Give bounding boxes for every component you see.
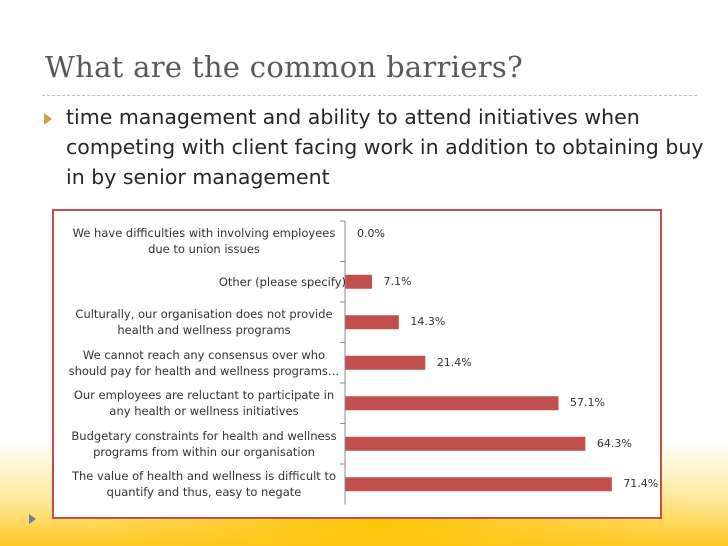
navigation-arrow-icon (29, 514, 36, 524)
category-label-5: Budgetary constraints for health and wel… (62, 424, 346, 465)
bar-1 (345, 274, 372, 289)
chart-canvas (340, 220, 612, 505)
bar-chart: We have difficulties with involving empl… (52, 209, 662, 519)
category-label-line: any health or wellness initiatives (109, 404, 299, 419)
category-label-line: quantify and thus, easy to negate (106, 485, 302, 500)
category-label-4: Our employees are reluctant to participa… (62, 383, 346, 424)
data-label-1: 7.1% (383, 274, 412, 288)
bar-2 (345, 315, 399, 330)
category-label-2: Culturally, our organisation does not pr… (62, 302, 346, 343)
data-label-0: 0.0% (357, 227, 385, 241)
data-label-6: 71.4% (623, 477, 659, 491)
category-label-3: We cannot reach any consensus over who sh… (62, 343, 346, 384)
title-divider (42, 95, 697, 96)
category-label-0: We have difficulties with involving empl… (62, 221, 346, 262)
bar-5 (345, 436, 586, 451)
bar-4 (345, 396, 559, 411)
category-label-1: Other (please specify) (62, 262, 346, 303)
bullet-arrow-icon (44, 113, 52, 125)
category-label-line: Other (please specify) (218, 274, 346, 289)
category-label-line: programs from within our organisation (93, 444, 315, 459)
data-label-2: 14.3% (410, 315, 446, 329)
category-label-line: health and wellness programs (117, 323, 291, 338)
data-label-5: 64.3% (596, 436, 632, 450)
slide-title: What are the common barriers? (45, 50, 523, 84)
bullet-text: time management and ability to attend in… (66, 105, 704, 189)
category-label-line: We cannot reach any consensus over who (82, 347, 326, 362)
category-label-line: The value of health and wellness is diff… (71, 469, 337, 484)
category-label-line: should pay for health and wellness progr… (68, 363, 340, 378)
category-label-line: Budgetary constraints for health and wel… (71, 428, 337, 443)
category-label-line: Culturally, our organisation does not pr… (75, 307, 333, 322)
category-label-line: Our employees are reluctant to participa… (73, 388, 335, 403)
category-label-line: due to union issues (148, 242, 260, 257)
bar-3 (345, 355, 426, 370)
data-label-3: 21.4% (436, 355, 472, 369)
bar-6 (345, 477, 612, 492)
category-label-line: We have difficulties with involving empl… (72, 226, 336, 241)
data-label-4: 57.1% (569, 396, 605, 410)
category-label-6: The value of health and wellness is diff… (62, 464, 346, 505)
